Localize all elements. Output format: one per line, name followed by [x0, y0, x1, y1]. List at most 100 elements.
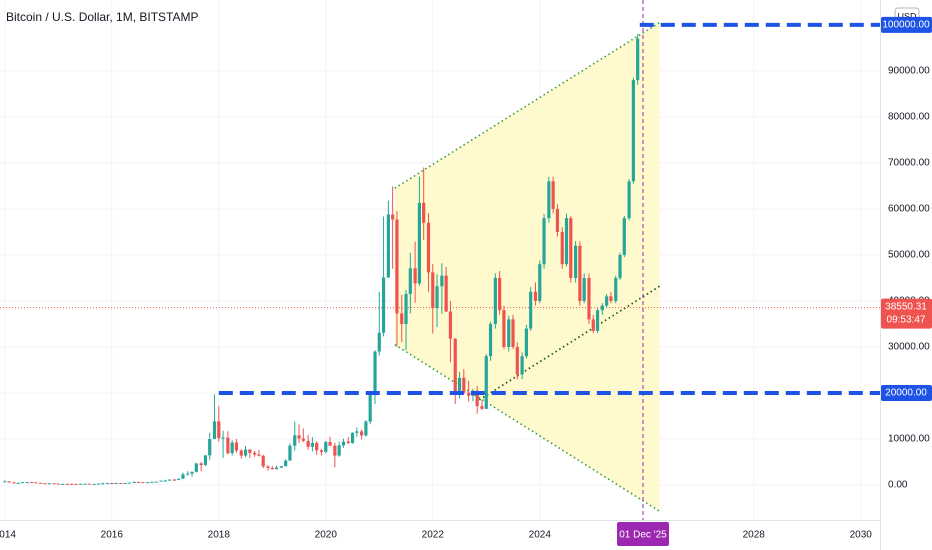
candle-body [221, 437, 225, 439]
candle-body [364, 421, 368, 436]
x-tick-label: 2030 [850, 530, 873, 541]
candle-body [595, 310, 600, 331]
candle-body [400, 313, 404, 324]
candle-body [582, 277, 586, 301]
level-label-box [881, 384, 932, 401]
candle-body [507, 319, 511, 347]
candle-body [569, 218, 573, 278]
x-tick-label: 2014 [0, 530, 16, 541]
candle-body [538, 264, 542, 301]
chart-title: Bitcoin / U.S. Dollar, 1M, BITSTAMP [6, 10, 199, 24]
candle-body [560, 231, 564, 265]
candle-body [381, 277, 386, 333]
candle-body [448, 311, 453, 339]
candle-body [431, 272, 435, 308]
candle-body [444, 275, 448, 312]
candle-body [440, 275, 444, 287]
candle-body [453, 338, 457, 394]
candle-body [79, 483, 83, 485]
candle-body [547, 181, 551, 219]
candle-body [524, 328, 528, 357]
candle-body [65, 483, 70, 485]
candle-body [279, 466, 283, 468]
currency-label[interactable]: USD [897, 11, 917, 21]
candle-body [43, 483, 47, 485]
candle-body [52, 483, 56, 485]
candle-body [199, 463, 203, 466]
candle-body [341, 441, 346, 446]
candle-body [114, 483, 118, 485]
candle-body [159, 480, 163, 482]
candle-body [288, 445, 292, 461]
candle-body [467, 392, 471, 396]
candle-body [328, 442, 332, 446]
x-tick-label: 2020 [315, 530, 338, 541]
candle-body [293, 435, 297, 446]
candle-body [480, 406, 484, 409]
candle-body [605, 296, 609, 306]
candle-body [306, 440, 310, 447]
candle-body [515, 346, 519, 375]
candle-body [123, 482, 127, 484]
candle-body [488, 323, 493, 357]
candle-body [163, 480, 167, 482]
candle-body [391, 214, 395, 220]
candle-body [230, 442, 234, 454]
candle-body [119, 483, 123, 485]
candle-body [395, 219, 399, 314]
candle-body [520, 356, 524, 375]
x-tick-label: 2016 [101, 530, 124, 541]
candle-body [167, 479, 172, 481]
candle-body [217, 421, 221, 439]
candle-body [70, 483, 74, 485]
candle-body [404, 294, 408, 324]
candle-body [529, 291, 533, 329]
y-tick-label: 30000.00 [888, 342, 930, 353]
candle-body [484, 356, 488, 409]
candle-body [310, 442, 315, 447]
candle-body [16, 482, 20, 484]
x-tick-label: 2018 [208, 530, 231, 541]
level-label-box [881, 16, 932, 33]
crosshair-label-box [617, 522, 670, 546]
candle-body [25, 482, 29, 484]
candle-body [533, 291, 538, 301]
candle-body [301, 438, 305, 441]
candle-body [618, 254, 622, 278]
candle-body [346, 441, 350, 443]
candle-body [257, 454, 261, 456]
candle-body [239, 450, 243, 456]
candle-body [555, 208, 560, 232]
candle-body [373, 351, 377, 395]
candle-body [435, 286, 439, 308]
crosshair-label: 01 Dec '25 [619, 530, 667, 541]
y-tick-label: 10000.00 [888, 434, 930, 445]
candle-body [110, 483, 114, 485]
candle-body [475, 390, 479, 407]
candle-body [270, 468, 274, 470]
candle-body [587, 277, 591, 320]
candle-body [337, 445, 341, 456]
candle-body [368, 394, 372, 422]
candle-body [226, 437, 230, 454]
candle-body [408, 268, 412, 295]
candle-body [186, 473, 190, 475]
candle-body [39, 482, 43, 484]
level-label: 20000.00 [885, 388, 927, 399]
candle-body [12, 482, 16, 484]
candle-body [3, 481, 7, 483]
candle-body [297, 435, 301, 439]
y-tick-label: 0.00 [888, 480, 908, 491]
candle-body [274, 467, 279, 470]
candle-body [261, 455, 265, 467]
candle-body [74, 483, 78, 485]
candle-body [208, 439, 212, 456]
candle-body [127, 482, 132, 484]
candle-body [631, 80, 635, 182]
candle-body [413, 268, 417, 284]
candle-body [20, 482, 25, 484]
candle-body [47, 483, 51, 485]
candle-body [194, 463, 198, 472]
plot-area [0, 0, 880, 520]
last-price-label: 38550.31 [885, 301, 927, 312]
